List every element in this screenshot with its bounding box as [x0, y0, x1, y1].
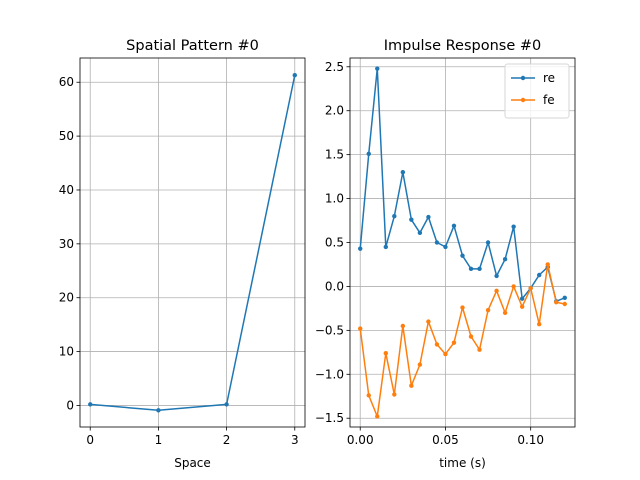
x-tick-label: 2: [223, 433, 231, 447]
chart-title: Impulse Response #0: [384, 38, 542, 54]
data-point: [519, 304, 525, 309]
y-tick-label: 0.0: [325, 279, 344, 293]
data-point: [545, 262, 550, 267]
x-axis-label: time (s): [439, 456, 486, 470]
data-point: [375, 414, 380, 419]
data-point: [494, 288, 499, 294]
data-point: [537, 272, 542, 278]
data-point: [383, 244, 388, 250]
data-point: [392, 213, 397, 219]
y-tick-label: 40: [59, 183, 74, 197]
y-tick-label: 1.5: [325, 148, 344, 162]
data-point: [434, 240, 440, 245]
y-tick-label: 60: [59, 75, 74, 89]
data-point: [443, 351, 448, 357]
data-point: [88, 402, 93, 407]
x-tick-label: 0.05: [432, 433, 459, 447]
data-point: [366, 393, 371, 398]
chart-title: Spatial Pattern #0: [126, 38, 259, 54]
x-tick-label: 3: [291, 433, 299, 447]
data-point: [528, 285, 533, 291]
y-tick-label: 1.0: [325, 192, 344, 206]
data-point: [537, 322, 542, 327]
data-point: [502, 310, 508, 315]
data-point: [392, 392, 397, 397]
axes-frame: [79, 57, 306, 428]
data-point: [156, 408, 161, 413]
data-point: [426, 319, 431, 324]
data-point: [562, 295, 567, 301]
data-point: [409, 383, 414, 388]
data-point: [460, 305, 465, 310]
data-point: [451, 340, 457, 345]
data-point: [451, 223, 457, 229]
data-point: [511, 224, 516, 229]
data-point: [511, 284, 516, 289]
legend: re fe: [504, 63, 570, 119]
data-point: [502, 256, 508, 262]
y-tick-label: 10: [59, 345, 74, 359]
data-point: [292, 73, 297, 78]
data-point: [554, 300, 559, 305]
data-point: [477, 266, 482, 272]
data-point: [409, 217, 414, 222]
legend-marker: [520, 75, 526, 81]
legend-label: re: [543, 71, 555, 85]
data-point: [468, 266, 474, 272]
series-fe: [358, 262, 567, 419]
data-point: [417, 230, 423, 236]
data-point: [434, 342, 440, 347]
y-tick-label: 2.5: [325, 60, 344, 74]
x-tick-label: 0.10: [517, 433, 544, 447]
data-point: [477, 347, 482, 352]
data-point: [460, 253, 465, 258]
y-tick-label: −1.0: [315, 367, 344, 381]
x-tick-label: 1: [155, 433, 163, 447]
data-point: [417, 362, 423, 367]
data-point: [383, 351, 388, 356]
legend-frame: [504, 63, 570, 119]
data-point: [426, 214, 431, 220]
data-point: [485, 307, 491, 313]
data-point: [358, 246, 363, 251]
data-point: [485, 240, 491, 245]
y-tick-label: 0: [66, 398, 74, 412]
data-point: [468, 334, 474, 339]
y-tick-label: −0.5: [315, 323, 344, 337]
y-tick-label: 20: [59, 291, 74, 305]
impulse-response-chart: 0.00 0.05 0.10 −1.5 −1.0 −0.5 0.0 0.5 1.0 1.5 2.0 2…: [315, 38, 576, 470]
y-tick-label: 2.0: [325, 104, 344, 118]
data-point: [400, 323, 406, 329]
legend-label: fe: [543, 93, 555, 107]
y-tick-label: 50: [59, 129, 74, 143]
y-tick-label: 30: [59, 237, 74, 251]
legend-marker: [520, 97, 526, 103]
data-point: [358, 326, 363, 331]
y-tick-label: 0.5: [325, 236, 344, 250]
x-tick-label: 0: [86, 433, 94, 447]
series-line: [90, 75, 296, 412]
data-point: [562, 301, 567, 307]
y-tick-label: −1.5: [315, 411, 344, 425]
data-point: [519, 296, 525, 301]
data-point: [400, 170, 406, 175]
series-0: [88, 73, 297, 413]
data-point: [443, 244, 448, 250]
x-axis-label: Space: [174, 456, 211, 470]
data-point: [375, 66, 380, 71]
data-point: [366, 151, 371, 156]
x-tick-label: 0.00: [347, 433, 374, 447]
data-point: [494, 273, 499, 279]
data-point: [224, 402, 229, 407]
